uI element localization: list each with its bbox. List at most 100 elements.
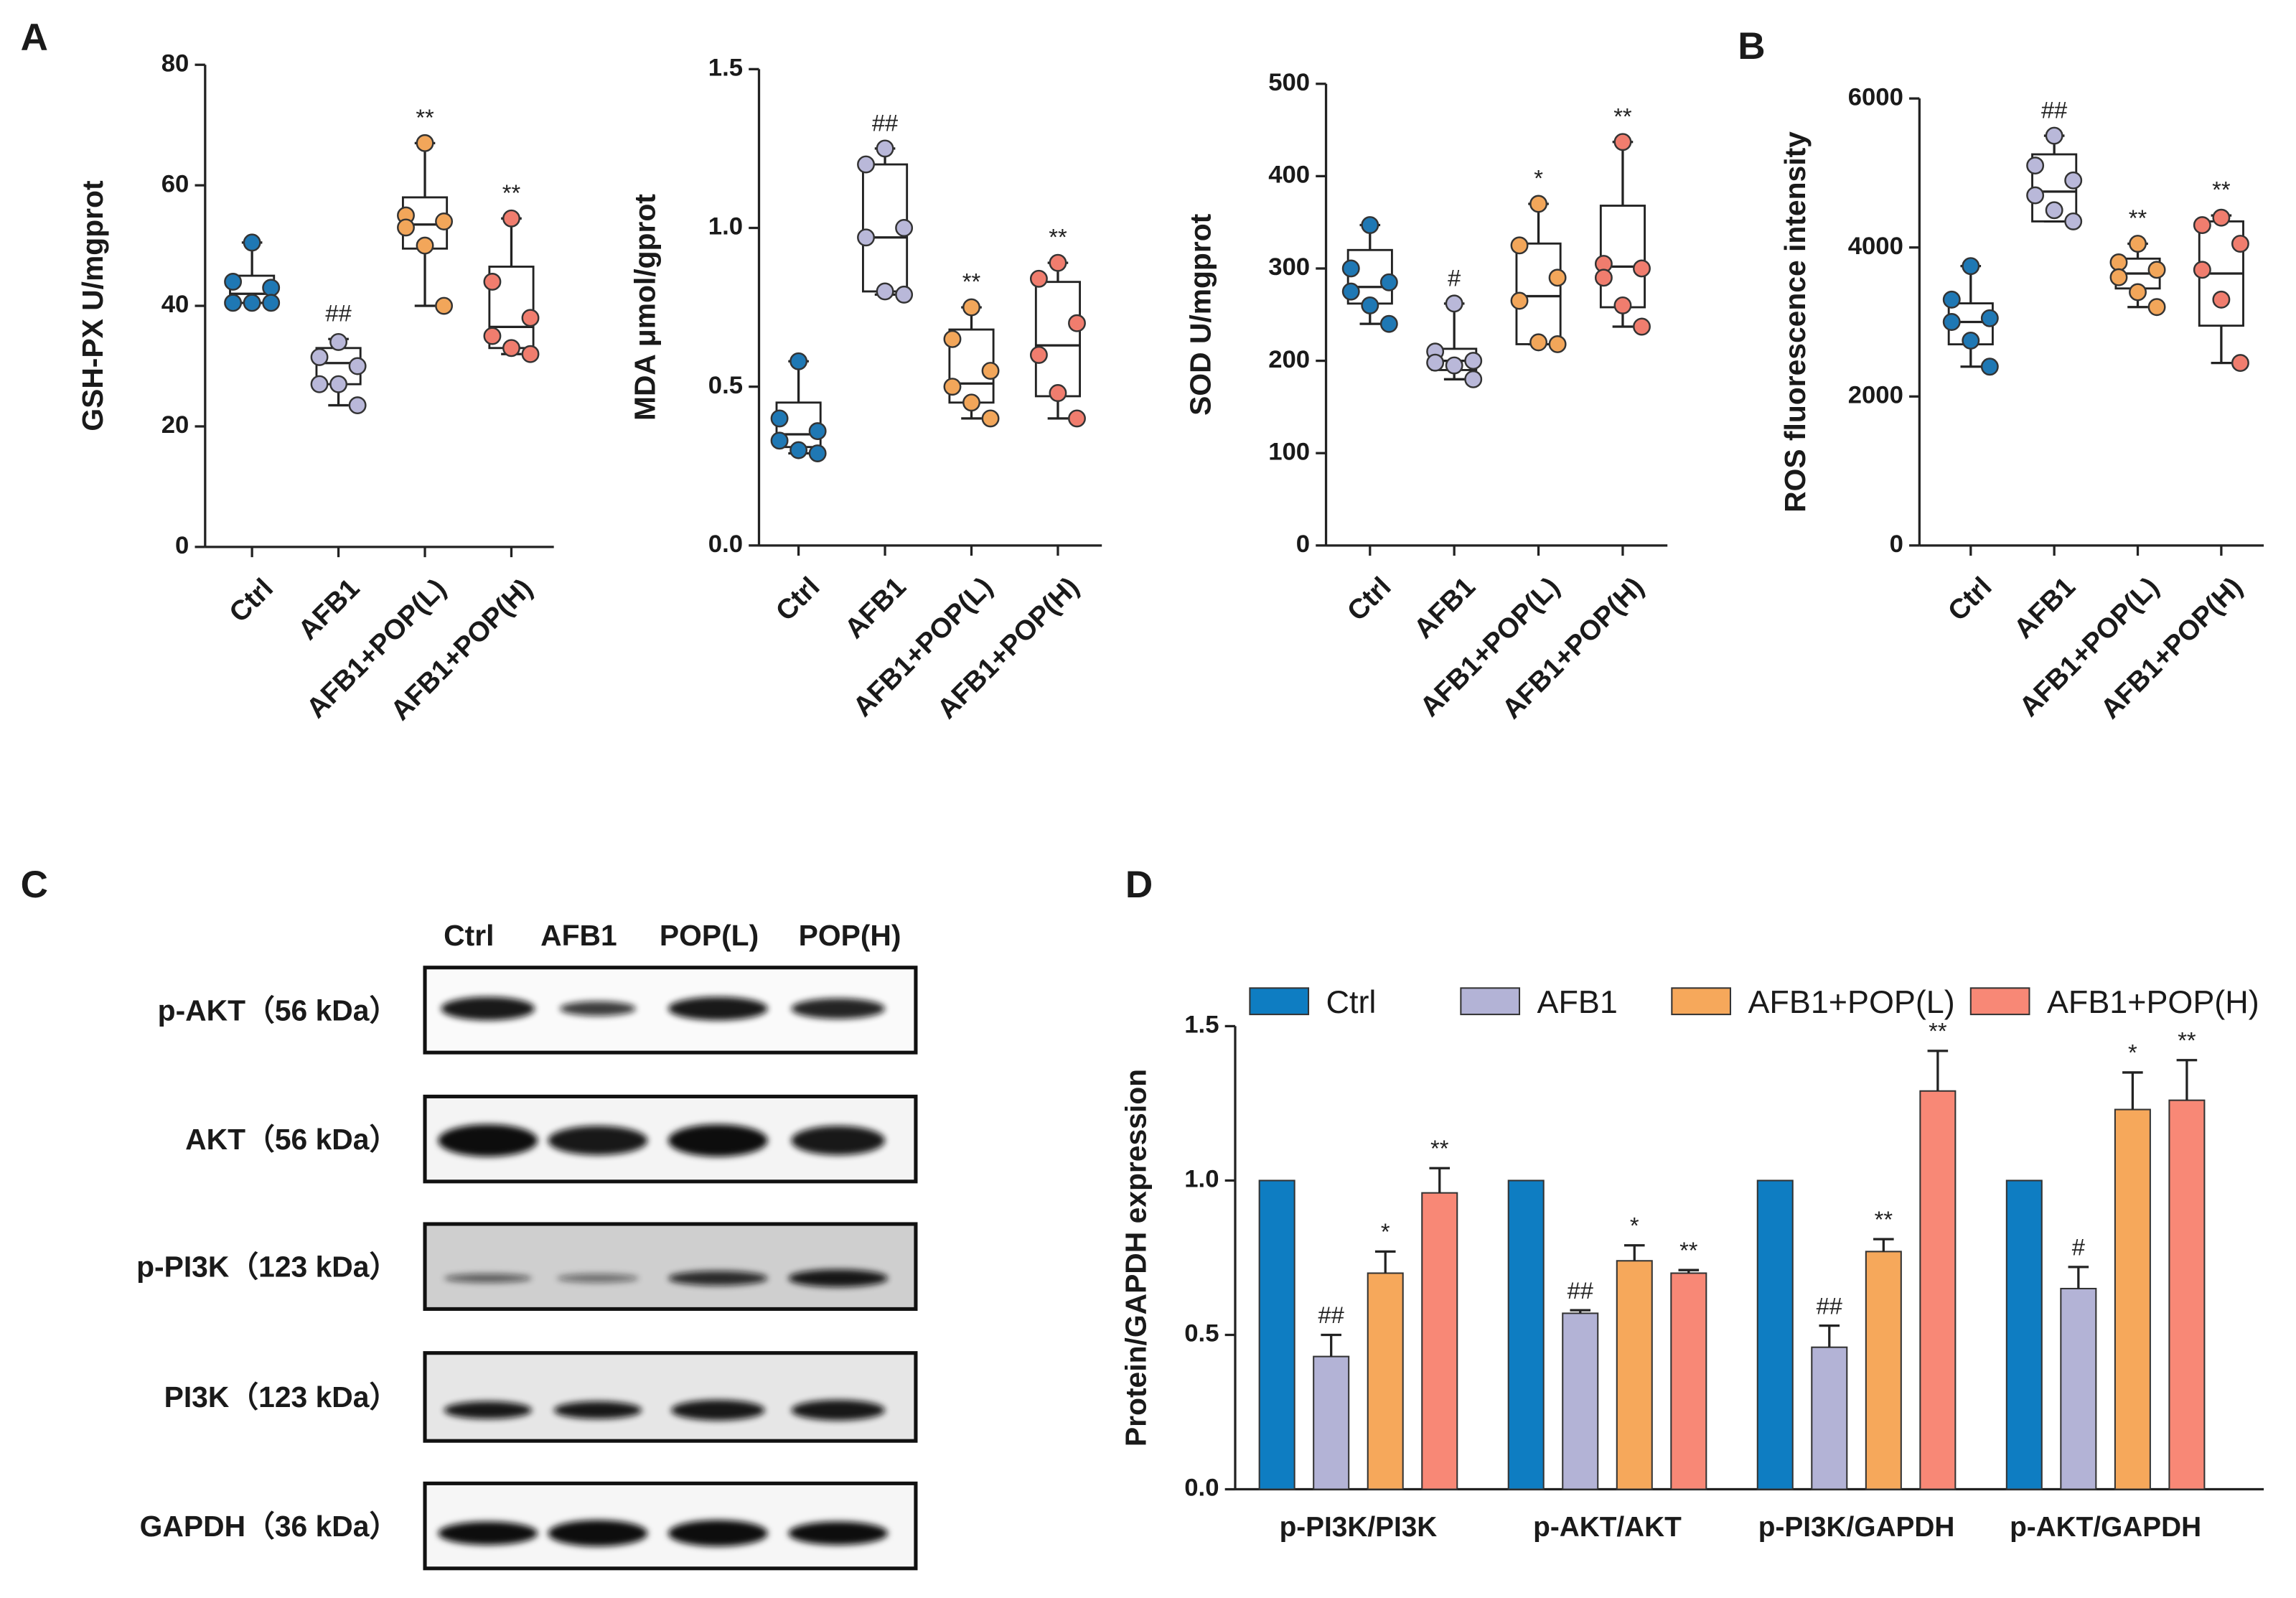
data-point	[1361, 216, 1379, 234]
data-point	[770, 431, 789, 450]
bar	[1562, 1312, 1599, 1490]
data-point	[483, 273, 502, 291]
blot-band	[553, 1401, 642, 1419]
bar	[1670, 1272, 1707, 1490]
y-axis-label: MDA μmol/gprot	[629, 194, 662, 421]
data-point	[2129, 235, 2147, 253]
data-point	[1445, 356, 1463, 375]
y-tick-label: 100	[1268, 438, 1310, 465]
significance-label: **	[2212, 177, 2231, 203]
data-point	[329, 375, 348, 393]
significance-label: *	[1381, 1218, 1390, 1245]
y-tick-label: 2000	[1848, 381, 1903, 408]
box	[1034, 281, 1082, 398]
y-tick-label: 300	[1268, 253, 1310, 281]
data-point	[310, 375, 329, 393]
blot-band	[438, 1124, 538, 1157]
y-tick-label: 0	[1296, 531, 1310, 558]
significance-label: #	[2072, 1234, 2085, 1261]
data-point	[224, 273, 243, 291]
panel-label: D	[1125, 864, 1153, 906]
data-point	[1379, 273, 1398, 291]
x-tick-label: p-AKT/AKT	[1533, 1512, 1682, 1543]
y-tick-label: 40	[161, 291, 189, 318]
blot-row-label: p-PI3K（123 kDa）	[136, 1251, 398, 1284]
data-point	[435, 212, 454, 230]
data-point	[483, 327, 502, 345]
data-point	[1962, 257, 1980, 276]
data-point	[857, 228, 875, 247]
data-point	[1633, 259, 1651, 278]
significance-label: **	[2178, 1027, 2196, 1053]
data-point	[1341, 259, 1360, 278]
data-point	[310, 347, 329, 366]
data-point	[397, 218, 415, 237]
data-point	[1068, 314, 1086, 332]
bar	[1919, 1090, 1957, 1490]
bar	[2060, 1287, 2097, 1490]
data-point	[1633, 317, 1651, 336]
data-point	[2026, 186, 2045, 205]
significance-label: **	[1929, 1018, 1947, 1045]
panel-label: A	[21, 17, 48, 59]
bar	[2114, 1108, 2151, 1490]
y-tick-label: 6000	[1848, 83, 1903, 111]
data-point	[981, 409, 1000, 428]
data-point	[1029, 269, 1048, 288]
y-tick-label: 500	[1268, 69, 1310, 96]
data-point	[2193, 216, 2211, 235]
data-point	[243, 294, 261, 312]
data-point	[1068, 409, 1086, 428]
blot-row-label: GAPDH（36 kDa）	[140, 1510, 399, 1543]
blot-row-label: AKT（56 kDa）	[185, 1123, 398, 1156]
data-point	[2109, 268, 2128, 286]
bar	[1367, 1272, 1404, 1490]
data-point	[2026, 156, 2045, 175]
data-point	[962, 393, 980, 412]
data-point	[1445, 294, 1463, 313]
data-point	[2064, 171, 2083, 190]
significance-label: *	[1630, 1212, 1639, 1238]
significance-label: **	[962, 268, 981, 295]
bar	[1756, 1179, 1794, 1490]
blot-band	[441, 996, 535, 1021]
bar	[1811, 1346, 1848, 1490]
significance-label: ##	[1318, 1302, 1344, 1328]
blot-band	[559, 1001, 637, 1017]
data-point	[2147, 261, 2166, 279]
data-point	[2147, 298, 2166, 317]
data-point	[1942, 313, 1961, 331]
legend-swatch	[1249, 987, 1310, 1016]
y-axis-label: Protein/GAPDH expression	[1119, 1069, 1152, 1447]
data-point	[1548, 268, 1567, 287]
panel-label: C	[21, 864, 48, 906]
bar	[1865, 1251, 1902, 1490]
y-tick-label: 400	[1268, 162, 1310, 189]
data-point	[2045, 126, 2063, 145]
data-point	[962, 298, 980, 317]
data-point	[943, 330, 962, 348]
data-point	[521, 345, 540, 363]
bar	[1258, 1179, 1295, 1490]
significance-label: **	[2129, 205, 2147, 231]
y-tick-label: 4000	[1848, 233, 1903, 260]
data-point	[1379, 314, 1398, 333]
data-point	[1049, 253, 1067, 272]
blot-band	[791, 1400, 886, 1421]
y-tick-label: 1.5	[1184, 1011, 1219, 1039]
x-tick-label: p-AKT/GAPDH	[2010, 1512, 2201, 1543]
data-point	[1942, 290, 1961, 309]
lane-label: POP(H)	[799, 919, 901, 952]
significance-label: ##	[872, 109, 898, 136]
data-point	[521, 309, 540, 327]
y-tick-label: 0.5	[708, 372, 743, 399]
data-point	[2212, 208, 2231, 227]
data-point	[1613, 296, 1632, 314]
panel-label: B	[1738, 25, 1765, 67]
bar	[2005, 1179, 2043, 1490]
blot-band	[444, 1401, 533, 1419]
y-tick-label: 1.0	[1184, 1166, 1219, 1193]
data-point	[1029, 345, 1048, 364]
